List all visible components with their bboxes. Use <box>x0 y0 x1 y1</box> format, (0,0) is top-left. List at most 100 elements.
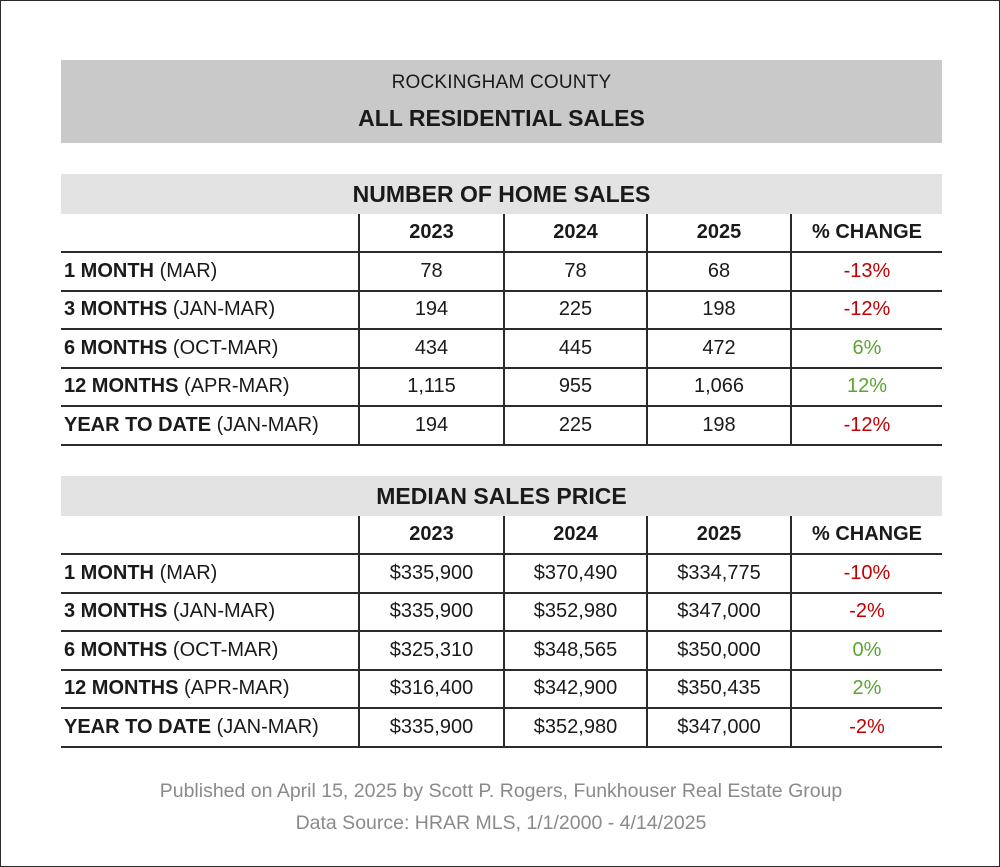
table-row: 12 MONTHS (APR-MAR) 1,115 955 1,066 12% <box>61 367 942 407</box>
value-cell: $347,000 <box>646 708 791 748</box>
row-label-header <box>61 214 359 253</box>
publication-credit: Published on April 15, 2025 by Scott P. … <box>159 780 843 802</box>
value-cell: 1,066 <box>646 367 791 407</box>
table-row: 12 MONTHS (APR-MAR) $316,400 $342,900 $3… <box>61 669 942 709</box>
value-cell: $335,900 <box>358 592 504 632</box>
value-cell: $325,310 <box>358 631 504 671</box>
median-price-section: MEDIAN SALES PRICE 2023 2024 2025 % CHAN… <box>61 476 942 748</box>
value-cell: $352,980 <box>503 708 647 748</box>
value-cell: $370,490 <box>503 554 647 594</box>
period-range: (APR-MAR) <box>184 677 290 700</box>
value-cell: $350,000 <box>646 631 791 671</box>
report-header: ROCKINGHAM COUNTY ALL RESIDENTIAL SALES <box>61 60 942 143</box>
median-price-title: MEDIAN SALES PRICE <box>61 476 942 516</box>
row-label: 3 MONTHS (JAN-MAR) <box>61 290 359 330</box>
value-cell: 225 <box>503 290 647 330</box>
row-label: YEAR TO DATE (JAN-MAR) <box>61 406 359 446</box>
value-cell: $350,435 <box>646 669 791 709</box>
row-label: 1 MONTH (MAR) <box>61 554 359 594</box>
period-name: 6 MONTHS <box>64 638 168 661</box>
data-source: Data Source: HRAR MLS, 1/1/2000 - 4/14/2… <box>295 812 707 834</box>
period-name: YEAR TO DATE <box>64 715 212 738</box>
change-cell: -13% <box>790 252 942 292</box>
value-cell: 445 <box>503 329 647 369</box>
period-range: (APR-MAR) <box>184 375 290 398</box>
period-range: (JAN-MAR) <box>216 715 319 738</box>
value-cell: 434 <box>358 329 504 369</box>
column-header: 2024 <box>503 214 647 253</box>
table-row: YEAR TO DATE (JAN-MAR) 194 225 198 -12% <box>61 406 942 446</box>
row-label: 1 MONTH (MAR) <box>61 252 359 292</box>
value-cell: $348,565 <box>503 631 647 671</box>
value-cell: 78 <box>503 252 647 292</box>
period-range: (JAN-MAR) <box>216 413 319 436</box>
report-title: ALL RESIDENTIAL SALES <box>358 105 645 131</box>
value-cell: $316,400 <box>358 669 504 709</box>
period-name: 12 MONTHS <box>64 677 179 700</box>
column-header: 2025 <box>646 516 791 555</box>
table-header-row: 2023 2024 2025 % CHANGE <box>61 214 942 253</box>
value-cell: 194 <box>358 406 504 446</box>
value-cell: $352,980 <box>503 592 647 632</box>
value-cell: 955 <box>503 367 647 407</box>
table-row: 6 MONTHS (OCT-MAR) 434 445 472 6% <box>61 329 942 369</box>
change-cell: 12% <box>790 367 942 407</box>
change-cell: -12% <box>790 406 942 446</box>
period-range: (MAR) <box>159 561 218 584</box>
row-label: 6 MONTHS (OCT-MAR) <box>61 631 359 671</box>
period-name: 6 MONTHS <box>64 336 168 359</box>
change-cell: -2% <box>790 592 942 632</box>
county-name: ROCKINGHAM COUNTY <box>391 72 612 93</box>
value-cell: 78 <box>358 252 504 292</box>
change-cell: 2% <box>790 669 942 709</box>
period-range: (OCT-MAR) <box>172 638 279 661</box>
table-row: 1 MONTH (MAR) 78 78 68 -13% <box>61 252 942 292</box>
row-label: 12 MONTHS (APR-MAR) <box>61 669 359 709</box>
table-row: 6 MONTHS (OCT-MAR) $325,310 $348,565 $35… <box>61 631 942 671</box>
value-cell: $347,000 <box>646 592 791 632</box>
value-cell: 198 <box>646 406 791 446</box>
value-cell: 1,115 <box>358 367 504 407</box>
value-cell: 225 <box>503 406 647 446</box>
table-row: YEAR TO DATE (JAN-MAR) $335,900 $352,980… <box>61 708 942 748</box>
table-row: 1 MONTH (MAR) $335,900 $370,490 $334,775… <box>61 554 942 594</box>
home-sales-section: NUMBER OF HOME SALES 2023 2024 2025 % CH… <box>61 174 942 446</box>
period-range: (JAN-MAR) <box>172 600 276 623</box>
row-label: YEAR TO DATE (JAN-MAR) <box>61 708 359 748</box>
value-cell: 472 <box>646 329 791 369</box>
change-cell: -2% <box>790 708 942 748</box>
table-header-row: 2023 2024 2025 % CHANGE <box>61 516 942 555</box>
table-row: 3 MONTHS (JAN-MAR) $335,900 $352,980 $34… <box>61 592 942 632</box>
row-label-header <box>61 516 359 555</box>
period-range: (JAN-MAR) <box>172 298 276 321</box>
period-name: YEAR TO DATE <box>64 413 212 436</box>
value-cell: 198 <box>646 290 791 330</box>
period-name: 3 MONTHS <box>64 298 168 321</box>
change-cell: -10% <box>790 554 942 594</box>
column-header: 2023 <box>358 516 504 555</box>
value-cell: 68 <box>646 252 791 292</box>
home-sales-table: 2023 2024 2025 % CHANGE 1 MONTH (MAR) 78… <box>61 214 942 446</box>
row-label: 3 MONTHS (JAN-MAR) <box>61 592 359 632</box>
home-sales-title: NUMBER OF HOME SALES <box>61 174 942 214</box>
change-cell: 6% <box>790 329 942 369</box>
table-row: 3 MONTHS (JAN-MAR) 194 225 198 -12% <box>61 290 942 330</box>
column-header: % CHANGE <box>790 516 942 555</box>
period-name: 3 MONTHS <box>64 600 168 623</box>
value-cell: $342,900 <box>503 669 647 709</box>
column-header: 2025 <box>646 214 791 253</box>
value-cell: $334,775 <box>646 554 791 594</box>
value-cell: 194 <box>358 290 504 330</box>
period-range: (MAR) <box>159 259 218 282</box>
median-price-table: 2023 2024 2025 % CHANGE 1 MONTH (MAR) $3… <box>61 516 942 748</box>
period-name: 12 MONTHS <box>64 375 179 398</box>
column-header: 2024 <box>503 516 647 555</box>
column-header: % CHANGE <box>790 214 942 253</box>
row-label: 6 MONTHS (OCT-MAR) <box>61 329 359 369</box>
change-cell: 0% <box>790 631 942 671</box>
row-label: 12 MONTHS (APR-MAR) <box>61 367 359 407</box>
column-header: 2023 <box>358 214 504 253</box>
value-cell: $335,900 <box>358 554 504 594</box>
period-range: (OCT-MAR) <box>172 336 279 359</box>
